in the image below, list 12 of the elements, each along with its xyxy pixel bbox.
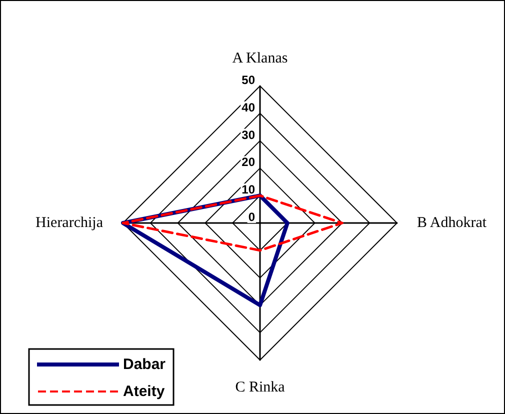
text: Dabar [123, 356, 166, 373]
legend-label: Ateity [123, 383, 166, 400]
spoke-label: C Rinka [235, 380, 286, 396]
y-tick-label: 40 [242, 100, 256, 114]
y-tick-label: 30 [242, 128, 256, 142]
y-tick-label: 0 [248, 210, 256, 224]
spoke-label: A Klanas [232, 50, 288, 66]
spoke-label: Hierarchija [36, 215, 104, 231]
spoke-label: B Adhokrat [417, 215, 488, 231]
y-tick-label: 20 [242, 155, 256, 170]
y-tick-label: 50 [242, 73, 256, 87]
y-tick-label: 10 [242, 182, 256, 197]
